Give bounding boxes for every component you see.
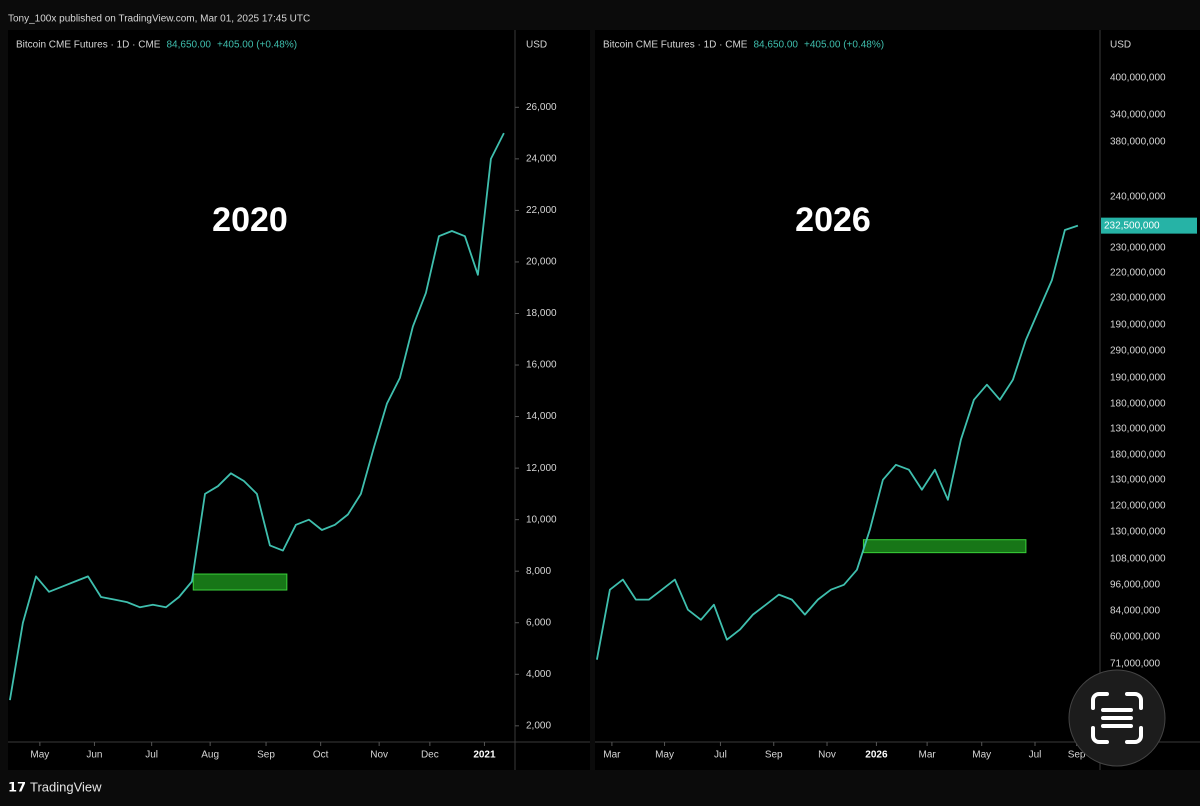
x-tick-label: Jul xyxy=(714,750,727,761)
y-axis-label: 120,000,000 xyxy=(1110,501,1166,512)
x-tick-label: Mar xyxy=(603,750,621,761)
x-tick-label: 2026 xyxy=(865,750,888,761)
symbol: Bitcoin CME Futures · 1D · CME xyxy=(16,40,161,51)
price: 84,650.00 xyxy=(753,40,798,51)
x-tick-label: Sep xyxy=(1068,750,1086,761)
y-tick-label: 10,000 xyxy=(526,514,557,525)
y-axis-label: 130,000,000 xyxy=(1110,475,1166,486)
y-axis-label: 290,000,000 xyxy=(1110,346,1166,357)
y-axis-label: 380,000,000 xyxy=(1110,137,1166,148)
y-axis-label: 180,000,000 xyxy=(1110,450,1166,461)
y-axis-label: 190,000,000 xyxy=(1110,320,1166,331)
x-tick-label: 2021 xyxy=(473,750,496,761)
y-axis-label: 130,000,000 xyxy=(1110,527,1166,538)
x-tick-label: Jul xyxy=(1029,750,1042,761)
y-axis-label: 84,000,000 xyxy=(1110,606,1160,617)
y-axis-label: 180,000,000 xyxy=(1110,399,1166,410)
y-axis-label: 220,000,000 xyxy=(1110,268,1166,279)
y-tick-label: 24,000 xyxy=(526,153,557,164)
support-zone xyxy=(862,539,1027,554)
x-tick-label: Nov xyxy=(370,750,388,761)
y-axis-label: 230,000,000 xyxy=(1110,293,1166,304)
x-tick-label: Sep xyxy=(257,750,275,761)
support-zone xyxy=(192,573,288,591)
x-tick-label: Oct xyxy=(313,750,329,761)
scan-button[interactable] xyxy=(1068,669,1166,767)
y-axis-label: 60,000,000 xyxy=(1110,632,1160,643)
x-tick-label: Dec xyxy=(421,750,439,761)
x-tick-label: Mar xyxy=(918,750,936,761)
x-tick-label: Jun xyxy=(86,750,102,761)
y-tick-label: 26,000 xyxy=(526,102,557,113)
x-tick-label: May xyxy=(655,750,674,761)
y-tick-label: 22,000 xyxy=(526,205,557,216)
left-panel xyxy=(8,30,590,770)
published-note: Tony_100x published on TradingView.com, … xyxy=(8,14,310,25)
currency: USD xyxy=(1110,40,1131,51)
y-tick-label: 4,000 xyxy=(526,669,551,680)
tv-logo: 𝟭𝟳 xyxy=(8,779,26,794)
y-axis-label: 190,000,000 xyxy=(1110,373,1166,384)
right-panel xyxy=(595,30,1200,770)
price: 84,650.00 xyxy=(166,40,211,51)
y-tick-label: 8,000 xyxy=(526,566,551,577)
y-axis-label: 400,000,000 xyxy=(1110,73,1166,84)
price-line xyxy=(596,224,1079,660)
svg-text:𝟭𝟳: 𝟭𝟳 xyxy=(8,779,26,794)
brand: TradingView xyxy=(30,779,102,794)
x-tick-label: Sep xyxy=(765,750,783,761)
y-tick-label: 20,000 xyxy=(526,257,557,268)
change: +405.00 (+0.48%) xyxy=(804,40,884,51)
x-tick-label: May xyxy=(972,750,991,761)
price-tag: 232,500,000 xyxy=(1104,220,1160,231)
y-axis-label: 230,000,000 xyxy=(1110,243,1166,254)
y-axis-label: 96,000,000 xyxy=(1110,580,1160,591)
y-axis-label: 240,000,000 xyxy=(1110,192,1166,203)
price-line xyxy=(9,132,505,701)
price-tag-bg xyxy=(1101,217,1197,234)
y-tick-label: 12,000 xyxy=(526,463,557,474)
scan-icon xyxy=(1091,692,1143,744)
currency: USD xyxy=(526,40,547,51)
y-tick-label: 2,000 xyxy=(526,720,551,731)
y-tick-label: 6,000 xyxy=(526,617,551,628)
year-annotation: 2026 xyxy=(795,201,871,239)
x-tick-label: Nov xyxy=(818,750,836,761)
y-axis-label: 71,000,000 xyxy=(1110,659,1160,670)
x-tick-label: May xyxy=(30,750,49,761)
y-axis-label: 130,000,000 xyxy=(1110,424,1166,435)
x-tick-label: Jul xyxy=(145,750,158,761)
y-tick-label: 16,000 xyxy=(526,360,557,371)
y-tick-label: 14,000 xyxy=(526,411,557,422)
y-tick-label: 18,000 xyxy=(526,308,557,319)
symbol: Bitcoin CME Futures · 1D · CME xyxy=(603,40,748,51)
year-annotation: 2020 xyxy=(212,201,288,239)
x-tick-label: Aug xyxy=(201,750,219,761)
y-axis-label: 340,000,000 xyxy=(1110,110,1166,121)
change: +405.00 (+0.48%) xyxy=(217,40,297,51)
y-axis-label: 108,000,000 xyxy=(1110,554,1166,565)
